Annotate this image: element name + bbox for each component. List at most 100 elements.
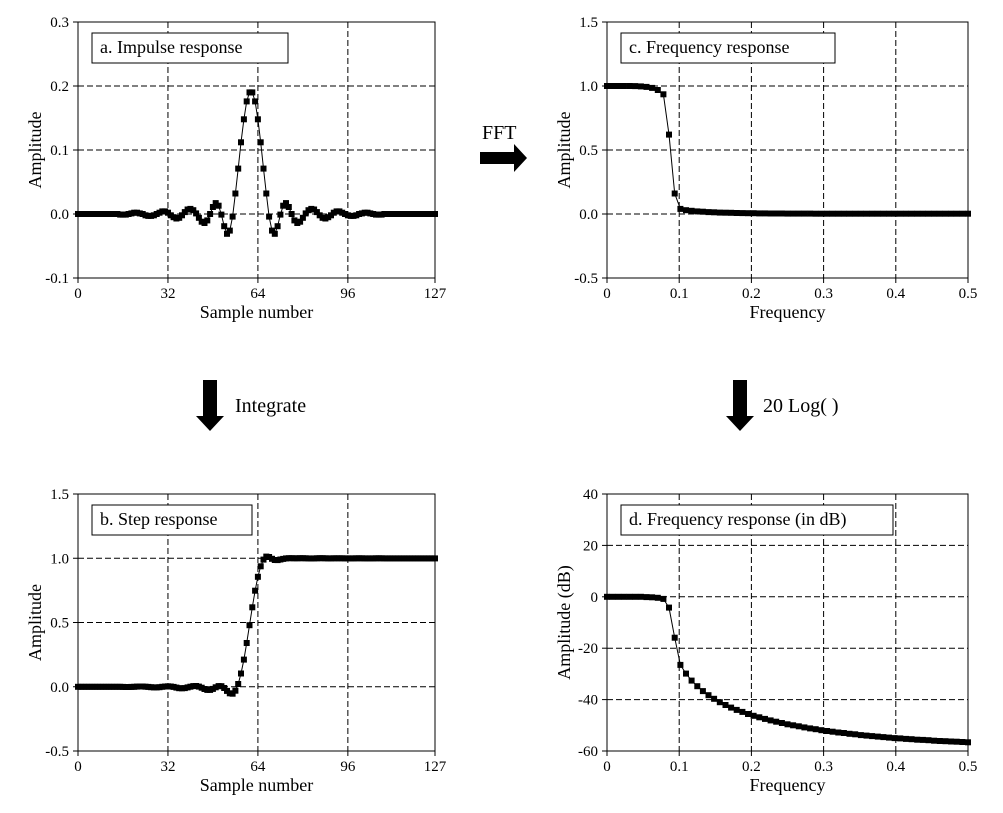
data-point (269, 227, 275, 234)
y-tick-label: 0.5 (579, 143, 598, 159)
data-point (285, 204, 292, 210)
data-point (660, 595, 667, 602)
data-point (232, 687, 239, 694)
data-point (891, 735, 898, 742)
data-point (914, 210, 921, 217)
y-tick-label: -0.5 (574, 271, 598, 287)
y-tick-label: 0.1 (50, 143, 69, 159)
data-point (897, 735, 904, 742)
data-point (762, 715, 768, 722)
log-label: 20 Log( ) (763, 395, 839, 417)
data-point (313, 209, 320, 216)
data-point (728, 209, 735, 216)
x-tick-label: 0.1 (670, 286, 689, 302)
data-point (773, 210, 780, 217)
data-point (925, 210, 932, 217)
data-point (953, 210, 960, 217)
x-tick-label: 64 (250, 759, 266, 775)
data-point (953, 738, 960, 745)
data-point (773, 718, 780, 725)
data-point (716, 209, 723, 216)
data-point (609, 83, 616, 89)
data-point (688, 677, 695, 684)
data-point (235, 681, 242, 687)
data-point (190, 207, 197, 214)
data-point (965, 739, 971, 746)
data-point (260, 165, 267, 172)
data-point (874, 733, 881, 740)
data-point (728, 704, 735, 711)
fft-label: FFT (482, 122, 516, 144)
data-point (863, 732, 870, 739)
y-axis-label: Amplitude (554, 111, 574, 188)
data-point (683, 207, 689, 214)
data-point (252, 98, 259, 105)
data-point (288, 211, 295, 217)
x-axis-label: Frequency (750, 302, 826, 322)
data-point (620, 83, 627, 89)
data-point (908, 210, 915, 217)
data-point (835, 210, 842, 217)
data-point (750, 210, 757, 217)
data-point (812, 726, 819, 733)
frequency-response-chart: 0 0.1 0.2 0.3 0.4 0.5 -0.5 0.0 0.5 1.0 1.5 Frequenc… (554, 15, 977, 322)
data-point (232, 190, 239, 197)
data-point (620, 593, 627, 600)
data-point (846, 730, 853, 737)
data-point (733, 210, 740, 216)
log-arrow: 20 Log( ) (726, 380, 839, 431)
data-point (750, 712, 757, 719)
data-point (252, 587, 259, 594)
data-point (756, 210, 763, 217)
integrate-label: Integrate (235, 395, 306, 417)
data-point (677, 205, 684, 212)
data-point (807, 210, 814, 217)
data-point (880, 734, 887, 741)
data-point (835, 729, 842, 736)
x-tick-label: 0.3 (814, 286, 833, 302)
data-point (615, 83, 622, 89)
data-point (283, 200, 289, 207)
data-point (271, 230, 278, 237)
data-point (733, 706, 740, 713)
data-point (840, 210, 847, 217)
data-point (756, 714, 763, 721)
chart-title: b. Step response (100, 509, 217, 529)
y-tick-label: -20 (578, 641, 598, 657)
x-axis-label: Frequency (750, 775, 826, 795)
data-point (897, 210, 904, 217)
data-point (908, 736, 915, 743)
y-tick-label: 0 (591, 590, 599, 606)
data-point (942, 210, 949, 217)
x-tick-label: 96 (340, 759, 356, 775)
data-point (604, 593, 610, 600)
data-point (745, 711, 751, 717)
data-point (722, 702, 729, 708)
x-tick-label: 0.1 (670, 759, 689, 775)
data-point (891, 210, 898, 217)
data-point (778, 720, 785, 726)
data-point (224, 230, 230, 237)
data-point (246, 622, 253, 629)
step-response-chart: 0 32 64 96 127 -0.5 0.0 0.5 1.0 1.5 Sample number A… (25, 487, 447, 795)
data-point (874, 210, 881, 217)
y-tick-label: -0.1 (45, 271, 69, 287)
data-point (277, 211, 284, 218)
y-tick-label: 0.3 (50, 15, 69, 31)
data-point (604, 83, 610, 89)
data-point (795, 723, 802, 730)
data-point (671, 190, 678, 197)
x-axis-label: Sample number (200, 775, 313, 795)
data-point (767, 210, 774, 217)
data-point (914, 736, 921, 743)
data-point (739, 708, 746, 715)
frequency-response-db-chart: 0 0.1 0.2 0.3 0.4 0.5 -60 -40 -20 0 20 40 Frequency A… (554, 487, 977, 795)
down-arrow-icon (196, 380, 224, 431)
data-point (207, 211, 214, 217)
data-point (762, 210, 768, 217)
data-point (903, 735, 909, 742)
data-point (863, 210, 870, 217)
data-point (840, 730, 847, 736)
data-point (852, 731, 859, 738)
